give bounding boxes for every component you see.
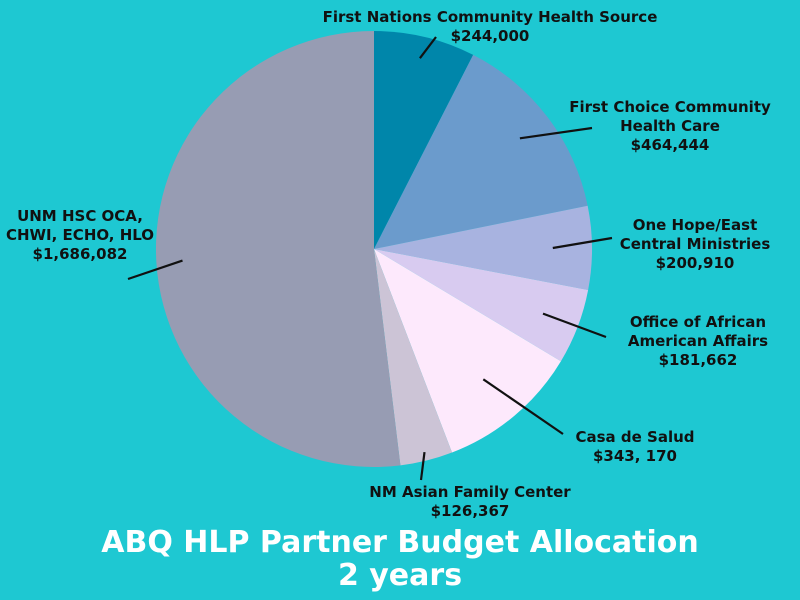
slice-label-african-american-affairs: Office of African American Affairs $181,…: [600, 313, 796, 370]
slice-label-nm-asian-family-center: NM Asian Family Center $126,367: [320, 483, 620, 521]
leader-line: [519, 126, 593, 140]
slice-label-first-choice: First Choice Community Health Care $464,…: [545, 98, 795, 155]
leader-line: [542, 312, 607, 339]
slice-name: American Affairs: [627, 332, 769, 350]
slice-name: CHWI, ECHO, HLO: [5, 226, 155, 244]
pie-slice: [374, 205, 593, 290]
slice-name: NM Asian Family Center: [369, 483, 571, 501]
leader-line: [482, 378, 564, 435]
slice-value: $343, 170: [593, 447, 677, 465]
slice-value: $200,910: [655, 254, 735, 272]
leader-line: [419, 451, 426, 481]
pie-slice: [155, 30, 401, 468]
pie-slice: [374, 31, 474, 249]
slice-name: Central Ministries: [619, 235, 771, 253]
slice-name: One Hope/East: [632, 216, 758, 234]
slice-value: $181,662: [658, 351, 738, 369]
pie-slice: [374, 54, 588, 249]
slice-name: UNM HSC OCA,: [17, 207, 143, 225]
chart-title: ABQ HLP Partner Budget Allocation: [101, 525, 699, 560]
slice-name: Health Care: [620, 117, 720, 135]
leader-line: [552, 236, 613, 250]
leader-line: [419, 36, 437, 59]
slice-value: $464,444: [630, 136, 710, 154]
slice-name: Casa de Salud: [575, 428, 695, 446]
slice-value: $244,000: [450, 27, 530, 45]
slice-label-casa-de-salud: Casa de Salud $343, 170: [555, 428, 715, 466]
pie-slice: [374, 249, 589, 362]
slice-label-first-nations: First Nations Community Health Source $2…: [290, 8, 690, 46]
slice-name: First Choice Community: [569, 98, 771, 116]
pie-slice: [374, 249, 453, 466]
chart-subtitle: 2 years: [337, 558, 463, 593]
slice-name: First Nations Community Health Source: [322, 8, 658, 26]
slice-label-one-hope: One Hope/East Central Ministries $200,91…: [592, 216, 798, 273]
leader-line: [127, 259, 183, 281]
slice-value: $1,686,082: [32, 245, 128, 263]
slice-name: Office of African: [629, 313, 767, 331]
slice-value: $126,367: [430, 502, 510, 520]
slice-label-unm-hsc: UNM HSC OCA, CHWI, ECHO, HLO $1,686,082: [0, 207, 160, 264]
